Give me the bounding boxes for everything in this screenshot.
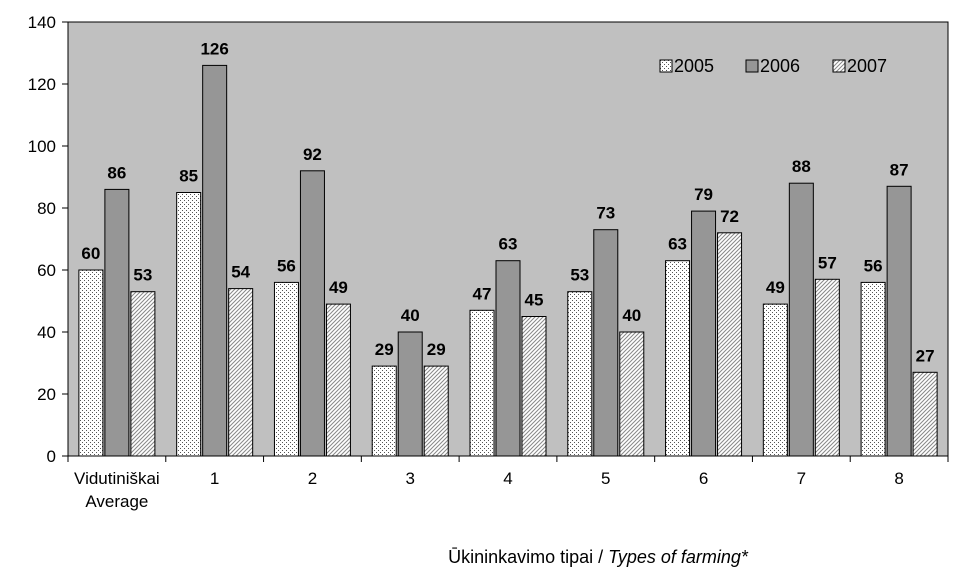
legend-label-2007: 2007 (847, 56, 887, 76)
bar-2005 (78, 269, 104, 457)
bar-2006 (691, 210, 717, 457)
data-label: 87 (890, 160, 909, 179)
bar-2005 (567, 291, 593, 457)
bar-2005 (469, 309, 495, 457)
legend-swatch-2007 (832, 59, 846, 73)
bar-2007 (912, 371, 938, 457)
bar-2006 (104, 188, 130, 457)
bar-2007 (228, 288, 254, 457)
bar-2006 (495, 260, 521, 457)
data-label: 27 (916, 346, 935, 365)
data-label: 53 (133, 266, 152, 285)
x-tick-label: Vidutiniškai Average (74, 469, 160, 511)
data-label: 63 (499, 235, 518, 254)
data-label: 54 (231, 263, 250, 282)
data-label: 57 (818, 253, 837, 272)
data-labels-group: 60 85 56 29 47 53 63 49 56 86 126 92 40 63 73 79 88 87 53 5… (81, 39, 934, 365)
legend-label-2006: 2006 (760, 56, 800, 76)
data-label: 56 (864, 256, 883, 275)
bars-group (78, 64, 938, 457)
data-label: 40 (401, 306, 420, 325)
y-tick-label: 80 (37, 199, 56, 218)
y-tick-label: 100 (28, 137, 56, 156)
bar-2005 (665, 260, 691, 457)
bar-2005 (860, 281, 886, 457)
bar-2007 (423, 365, 449, 457)
legend-swatch-2006 (745, 59, 759, 73)
y-tick-label: 0 (47, 447, 56, 466)
data-label: 92 (303, 145, 322, 164)
bar-2005 (273, 281, 299, 457)
data-label: 60 (81, 244, 100, 263)
bar-2005 (371, 365, 397, 457)
x-tick-label: 3 (405, 469, 414, 488)
x-tick-label: 7 (797, 469, 806, 488)
data-label: 29 (427, 340, 446, 359)
legend-label-2005: 2005 (674, 56, 714, 76)
data-label: 49 (766, 278, 785, 297)
legend: 2005 2006 2007 (659, 56, 887, 76)
bar-2006 (202, 64, 228, 457)
data-label: 49 (329, 278, 348, 297)
data-label: 45 (525, 291, 544, 310)
x-tick-label: 8 (894, 469, 903, 488)
bar-2006 (788, 182, 814, 457)
y-tick-label: 60 (37, 261, 56, 280)
bar-2006 (397, 331, 423, 457)
bar-2007 (130, 291, 156, 457)
y-axis: 0 20 40 60 80 100 120 140 (28, 13, 68, 466)
bar-2006 (299, 170, 325, 457)
data-label: 40 (622, 306, 641, 325)
y-tick-label: 140 (28, 13, 56, 32)
bar-2007 (717, 232, 743, 457)
x-tick-label: 6 (699, 469, 708, 488)
data-label: 85 (179, 167, 198, 186)
bar-2007 (325, 303, 351, 457)
bar-2007 (521, 316, 547, 457)
bar-2007 (814, 278, 840, 457)
x-tick-label: 1 (210, 469, 219, 488)
bar-2005 (762, 303, 788, 457)
y-tick-label: 40 (37, 323, 56, 342)
bar-2007 (619, 331, 645, 457)
data-label: 72 (720, 207, 739, 226)
bar-2005 (176, 192, 202, 457)
data-label: 29 (375, 340, 394, 359)
data-label: 88 (792, 157, 811, 176)
y-tick-label: 20 (37, 385, 56, 404)
bar-2006 (593, 229, 619, 457)
data-label: 79 (694, 185, 713, 204)
data-label: 56 (277, 256, 296, 275)
x-tick-label: 2 (308, 469, 317, 488)
data-label: 73 (596, 204, 615, 223)
data-label: 86 (107, 163, 126, 182)
y-tick-label: 120 (28, 75, 56, 94)
bar-2006 (886, 185, 912, 457)
x-axis-title: Ūkininkavimo tipai / Types of farming* (448, 547, 749, 567)
data-label: 53 (570, 266, 589, 285)
x-axis: Vidutiniškai Average 1 2 3 4 5 6 7 8 (67, 456, 949, 511)
x-tick-label: 5 (601, 469, 610, 488)
legend-swatch-2005 (659, 59, 673, 73)
data-label: 63 (668, 235, 687, 254)
data-label: 126 (200, 39, 228, 58)
x-tick-label: 4 (503, 469, 512, 488)
data-label: 47 (473, 284, 492, 303)
